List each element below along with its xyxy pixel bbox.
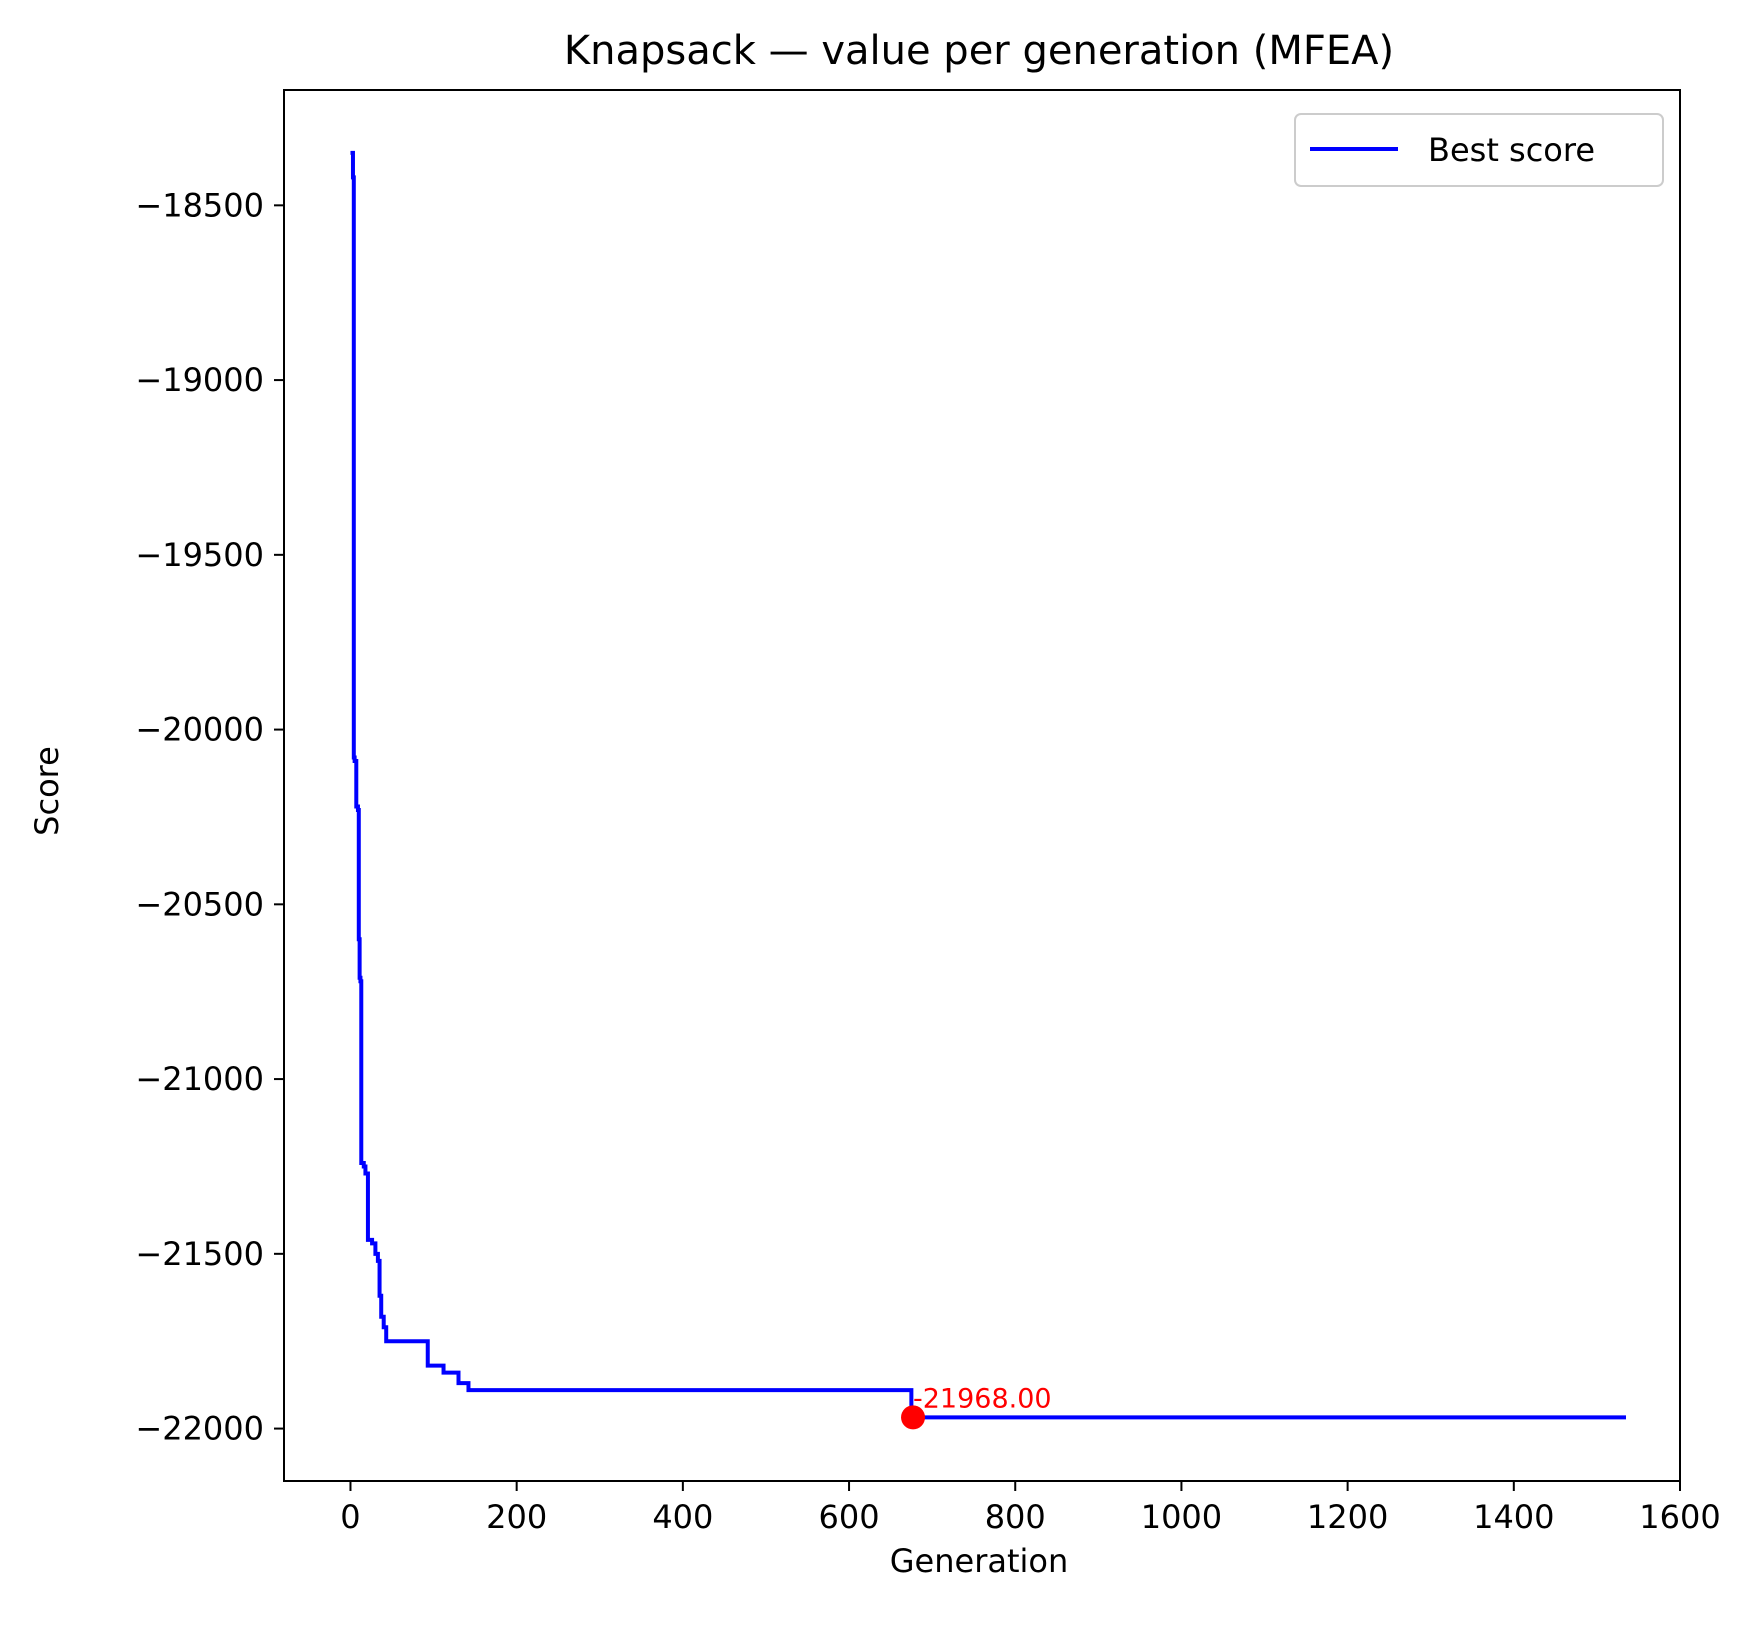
x-tick-label: 1600 bbox=[1639, 1498, 1720, 1536]
legend-series-label: Best score bbox=[1428, 131, 1595, 169]
legend-box bbox=[1294, 113, 1664, 187]
chart-title: Knapsack — value per generation (MFEA) bbox=[564, 28, 1394, 74]
y-tick-label: −20500 bbox=[135, 885, 264, 923]
y-axis-label: Score bbox=[28, 746, 66, 836]
y-tick-label: −21500 bbox=[135, 1235, 264, 1273]
x-tick-label: 800 bbox=[985, 1498, 1046, 1536]
y-axis-ticks: −18500 −19000 −19500 −20000 −20500 −21000 −215… bbox=[135, 186, 284, 1448]
series-line-best-score bbox=[350, 150, 1626, 1420]
x-axis-ticks: 0 200 400 600 800 1000 1200 1400 1600 bbox=[340, 1481, 1721, 1536]
best-point-marker bbox=[901, 1405, 926, 1430]
x-tick-label: 1400 bbox=[1473, 1498, 1554, 1536]
x-axis-label: Generation bbox=[890, 1542, 1069, 1580]
y-tick-label: −20000 bbox=[135, 711, 264, 749]
x-tick-label: 400 bbox=[652, 1498, 713, 1536]
x-tick-label: 1200 bbox=[1307, 1498, 1388, 1536]
x-tick-label: 600 bbox=[819, 1498, 880, 1536]
axes-frame bbox=[283, 89, 1681, 1482]
y-tick-label: −21000 bbox=[135, 1060, 264, 1098]
x-tick-label: 200 bbox=[486, 1498, 547, 1536]
plot-series: -21968.00 bbox=[350, 150, 1626, 1430]
legend: Best score bbox=[1294, 113, 1664, 187]
y-tick-label: −19000 bbox=[135, 361, 264, 399]
x-tick-label: 0 bbox=[340, 1498, 360, 1536]
y-tick-label: −19500 bbox=[135, 536, 264, 574]
y-tick-label: −18500 bbox=[135, 186, 264, 224]
best-point-label: -21968.00 bbox=[913, 1383, 1052, 1414]
x-tick-label: 1000 bbox=[1141, 1498, 1222, 1536]
y-tick-label: −22000 bbox=[135, 1410, 264, 1448]
